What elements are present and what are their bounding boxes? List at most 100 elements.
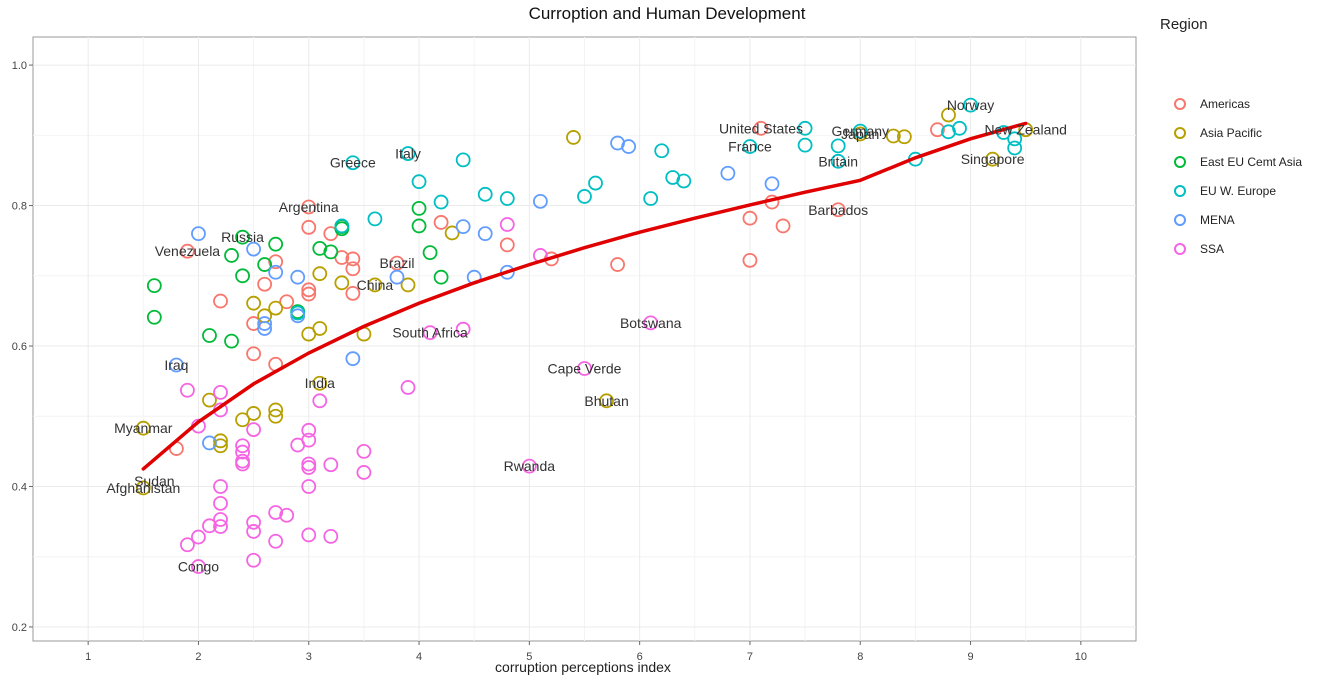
data-point xyxy=(720,165,736,181)
data-point xyxy=(985,151,1001,167)
data-point xyxy=(224,333,239,349)
point-annotation: Singapore xyxy=(961,151,1025,167)
y-tick-label: 1.0 xyxy=(12,60,27,72)
data-point xyxy=(621,139,637,154)
point-annotation: Barbados xyxy=(808,202,868,218)
data-point xyxy=(246,514,262,530)
point-annotation: South Africa xyxy=(392,325,468,341)
x-tick-label: 1 xyxy=(85,651,91,663)
data-point xyxy=(455,219,471,235)
legend-item: SSA xyxy=(1160,234,1330,263)
data-point xyxy=(676,173,692,189)
data-point xyxy=(235,268,250,284)
data-point xyxy=(301,432,317,448)
data-point xyxy=(213,512,228,527)
data-point xyxy=(797,120,813,136)
point-annotation: Argentina xyxy=(279,199,339,215)
point-annotation: Brazil xyxy=(379,255,414,271)
data-point xyxy=(301,422,317,438)
legend-label: SSA xyxy=(1200,241,1225,256)
data-point xyxy=(455,152,471,168)
data-point xyxy=(301,286,317,302)
data-point xyxy=(268,402,284,418)
data-point xyxy=(323,528,339,544)
legend-swatch xyxy=(1174,126,1186,139)
data-point xyxy=(367,277,383,293)
data-point xyxy=(411,218,427,234)
data-point xyxy=(830,138,846,154)
data-point xyxy=(268,505,284,520)
data-point xyxy=(257,257,273,272)
data-point xyxy=(213,495,228,511)
x-tick-label: 6 xyxy=(637,651,643,663)
point-annotation: Japan xyxy=(841,126,879,142)
data-point xyxy=(246,241,262,257)
data-point xyxy=(224,248,239,263)
data-point xyxy=(941,107,956,123)
data-point xyxy=(654,143,670,159)
data-point xyxy=(191,559,206,574)
data-point xyxy=(323,457,339,473)
data-point xyxy=(135,420,151,436)
data-point xyxy=(235,444,250,460)
data-point xyxy=(312,393,328,409)
data-point xyxy=(521,458,537,474)
legend-swatch xyxy=(1174,242,1186,255)
data-point xyxy=(246,524,262,539)
data-point xyxy=(213,438,228,454)
data-point xyxy=(389,269,405,285)
data-point xyxy=(202,518,217,534)
data-point xyxy=(301,527,317,543)
y-tick-label: 0.4 xyxy=(12,481,27,493)
data-point xyxy=(367,211,383,227)
data-point xyxy=(312,266,328,282)
point-annotation: Afghanistan xyxy=(106,480,180,496)
data-point xyxy=(301,479,317,494)
data-point xyxy=(279,507,295,523)
legend-label: Americas xyxy=(1200,96,1251,111)
data-point xyxy=(290,269,306,285)
legend-items: Americas Asia Pacific East EU Cemt Asia EU … xyxy=(1160,89,1330,263)
data-point xyxy=(246,422,262,438)
point-annotation: France xyxy=(728,139,772,155)
x-tick-label: 5 xyxy=(526,651,532,663)
data-point xyxy=(180,382,195,398)
data-point xyxy=(279,294,295,310)
data-point xyxy=(301,460,317,475)
point-annotation: Sudan xyxy=(134,473,174,489)
data-point xyxy=(146,309,162,325)
data-point xyxy=(268,236,284,252)
data-point xyxy=(422,325,438,341)
data-point xyxy=(400,146,416,161)
data-point xyxy=(268,533,284,549)
data-point xyxy=(246,346,262,362)
data-point xyxy=(610,257,625,272)
axis-ticks: 1 2 3 4 5 6 7 8 9 10 0.2 0.4 0.6 0.8 1.0 xyxy=(12,60,1087,663)
point-annotation: Venezuela xyxy=(155,243,221,259)
data-point xyxy=(135,480,151,496)
data-point xyxy=(477,226,493,242)
data-point xyxy=(213,384,228,400)
data-point xyxy=(830,153,846,169)
data-point xyxy=(532,193,548,209)
data-point xyxy=(334,275,350,291)
data-point xyxy=(268,408,284,424)
data-point xyxy=(599,393,614,409)
data-point xyxy=(389,255,405,271)
data-point xyxy=(455,321,471,337)
x-axis-label: corruption perceptions index xyxy=(495,659,671,675)
legend-item: Americas xyxy=(1160,89,1330,118)
data-point xyxy=(235,456,250,472)
legend-item: Asia Pacific xyxy=(1160,118,1330,147)
legend-swatch xyxy=(1174,155,1186,168)
data-point xyxy=(301,199,317,215)
point-annotation: United States xyxy=(719,120,803,136)
data-point xyxy=(742,139,758,154)
data-point xyxy=(885,128,901,144)
x-tick-label: 10 xyxy=(1075,651,1087,663)
data-point xyxy=(499,217,515,232)
data-point xyxy=(477,186,493,202)
x-tick-label: 9 xyxy=(967,651,973,663)
data-point xyxy=(213,519,228,534)
